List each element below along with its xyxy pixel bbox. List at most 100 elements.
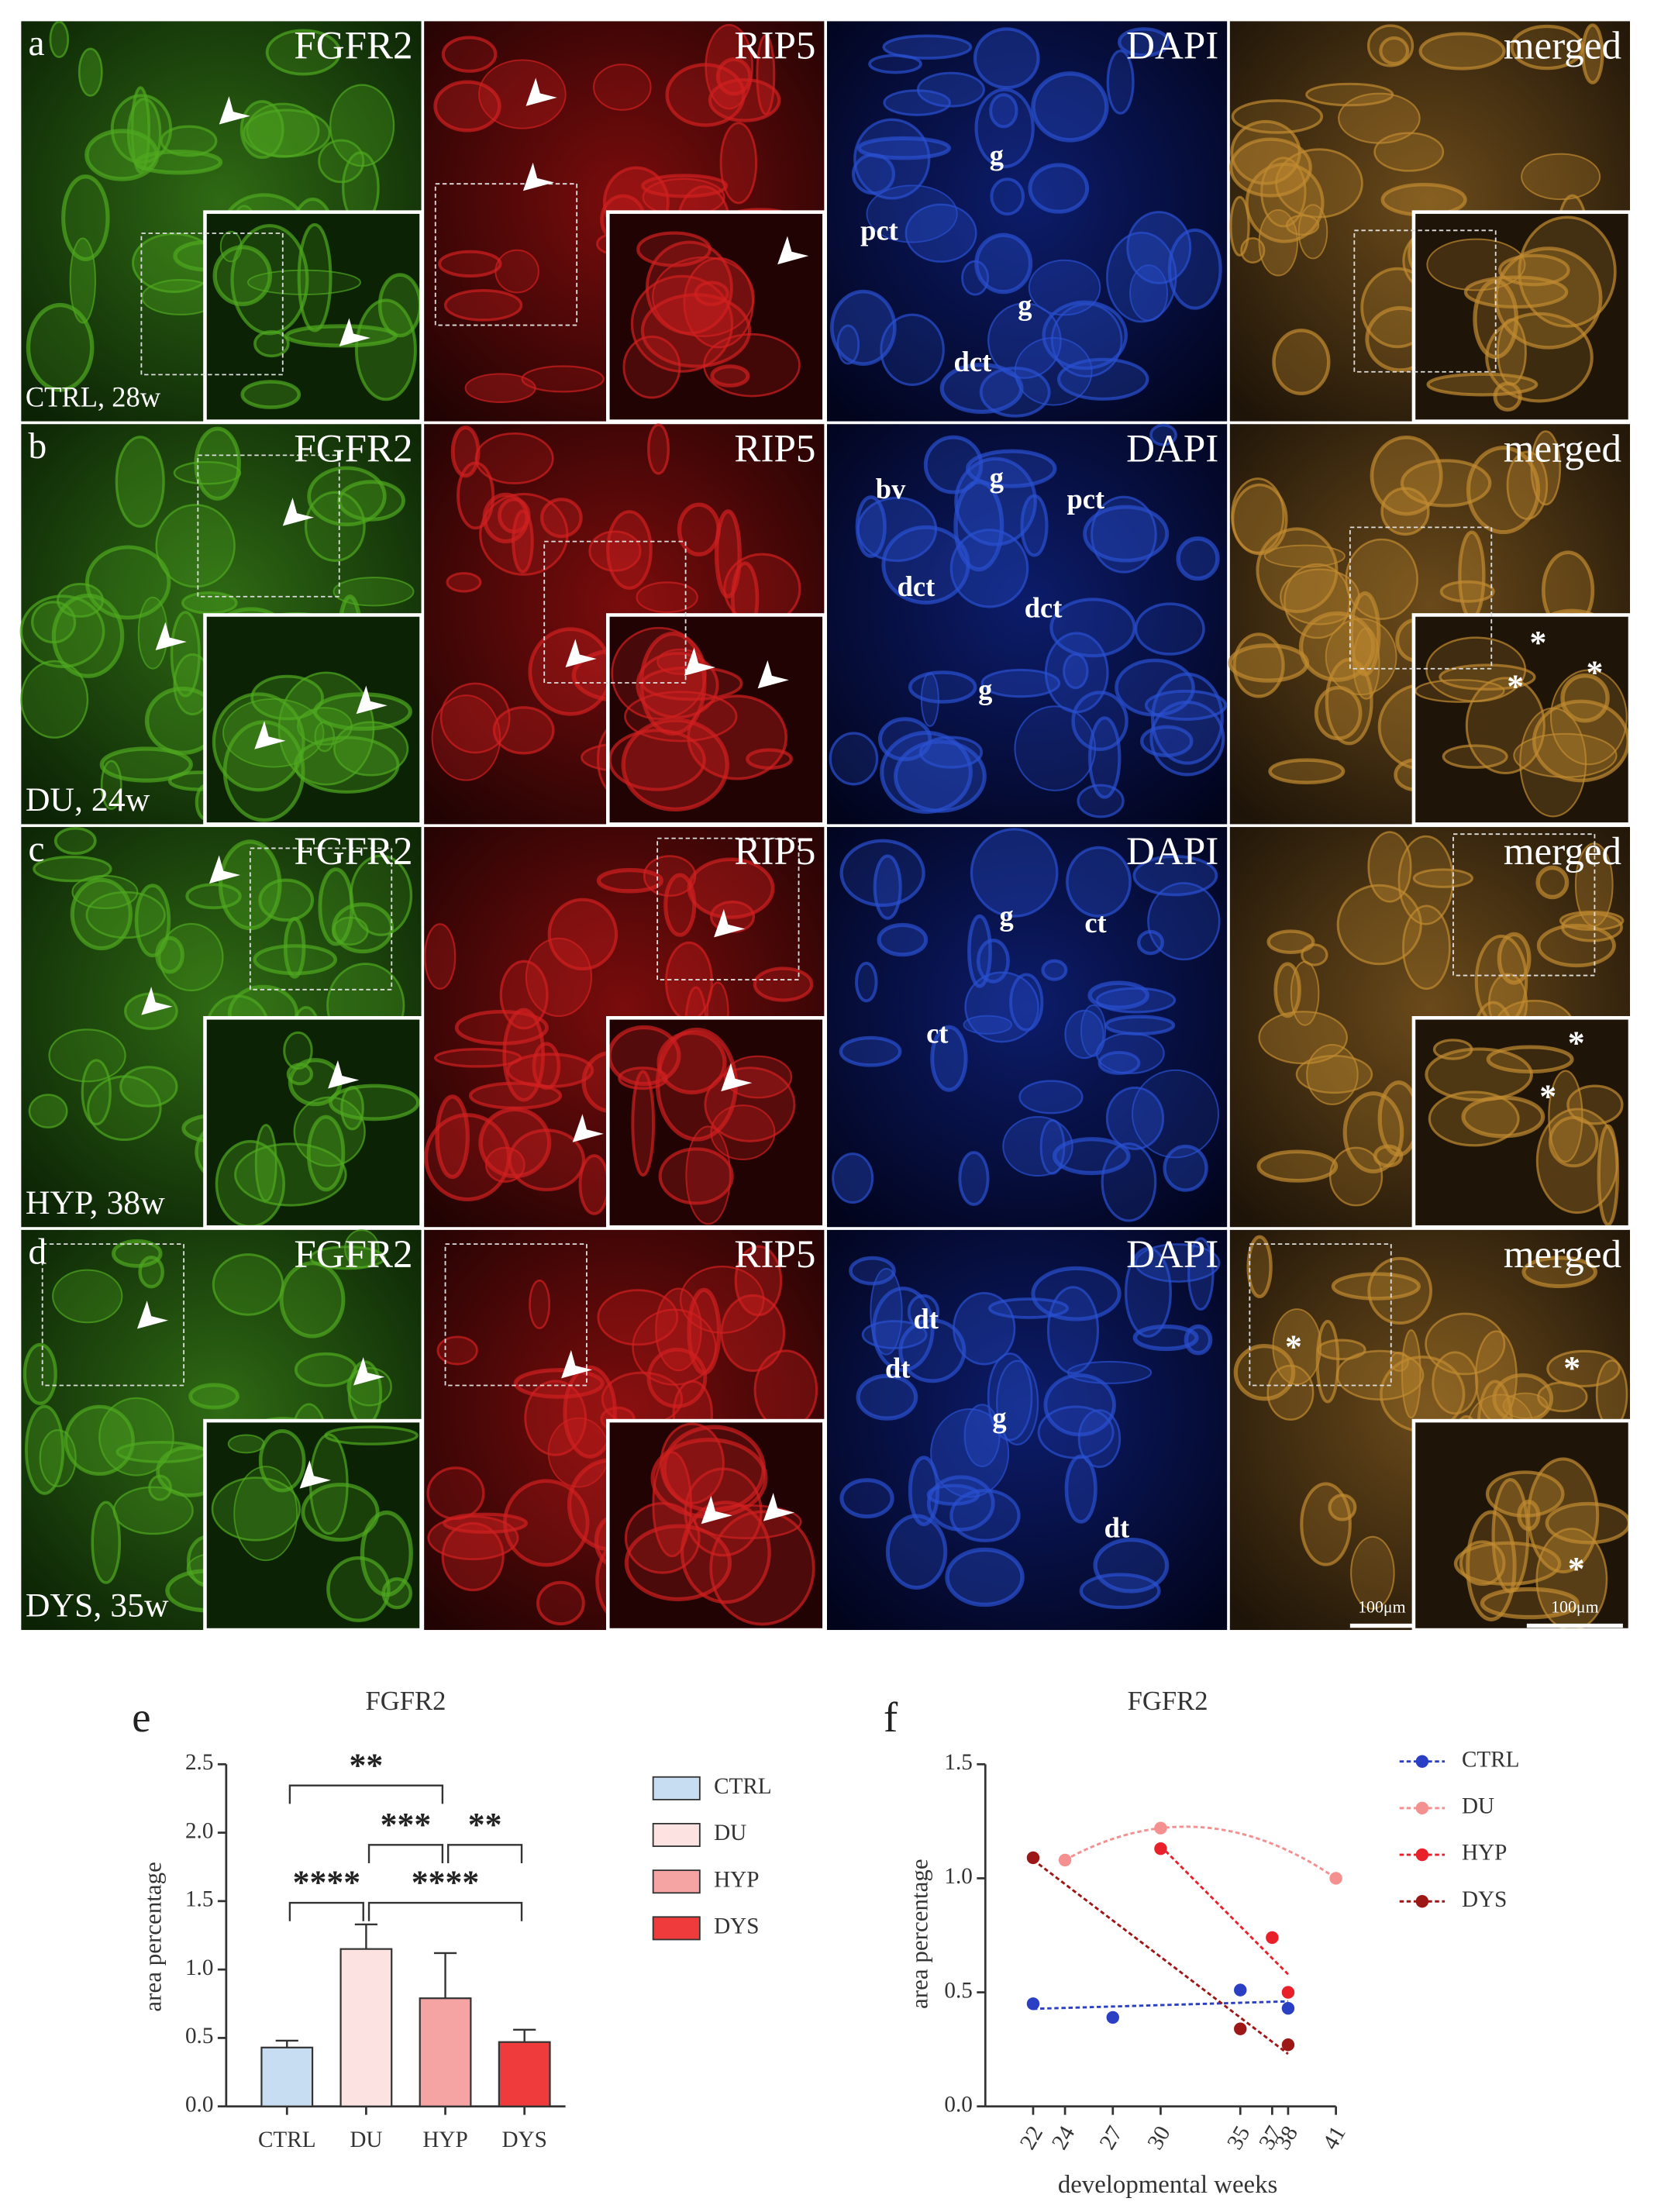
significance-label: ** xyxy=(468,1806,502,1843)
x-tick-label: 22 xyxy=(1015,2122,1048,2154)
micrograph-panel: RIP5 xyxy=(424,21,826,423)
tissue-structure xyxy=(457,461,495,530)
bar xyxy=(260,2046,314,2107)
tissue-structure xyxy=(646,1347,708,1409)
tissue-structure xyxy=(1300,1482,1352,1566)
inset xyxy=(205,1018,422,1228)
tissue-structure xyxy=(976,938,1010,984)
structure-label: dt xyxy=(1104,1513,1129,1544)
tissue-structure xyxy=(618,1066,668,1090)
tissue-structure xyxy=(464,373,536,403)
arrow xyxy=(757,660,789,689)
tissue-structure xyxy=(881,525,970,605)
tissue-structure xyxy=(39,1429,77,1487)
tissue-structure xyxy=(1031,71,1109,143)
tissue-structure xyxy=(1258,208,1298,277)
tissue-structure xyxy=(253,944,338,976)
significance-bracket xyxy=(288,1784,444,1804)
inset-border xyxy=(203,613,423,826)
structure-label: pct xyxy=(1066,484,1104,515)
tissue-structure xyxy=(855,495,887,558)
tissue-structure xyxy=(963,1015,1012,1035)
inset-region xyxy=(1249,1243,1392,1387)
tissue-structure xyxy=(870,1267,903,1356)
tissue-structure xyxy=(1106,50,1135,115)
legend-label: DYS xyxy=(1462,1887,1507,1912)
tissue-structure xyxy=(309,1246,386,1270)
structure-label: dct xyxy=(1025,592,1063,623)
tissue-structure xyxy=(1031,1266,1122,1321)
tissue-structure xyxy=(708,78,781,122)
legend-label: CTRL xyxy=(1462,1747,1520,1772)
tissue-structure xyxy=(474,432,554,484)
tissue-structure xyxy=(1104,1015,1176,1036)
tissue-structure xyxy=(326,1556,391,1623)
tissue-structure xyxy=(1149,423,1177,446)
arrow xyxy=(701,1495,732,1525)
inset-region xyxy=(444,1243,588,1387)
inset-border xyxy=(606,613,826,826)
y-tick-label: 2.5 xyxy=(185,1750,213,1775)
tissue-structure xyxy=(987,302,1062,379)
tissue-structure xyxy=(829,732,879,786)
arrow xyxy=(522,162,554,191)
arrow xyxy=(777,236,809,265)
tissue-structure xyxy=(111,1239,163,1268)
tissue-structure xyxy=(930,1408,1010,1498)
tissue-structure xyxy=(340,1086,364,1131)
tissue-structure xyxy=(433,80,501,133)
data-point xyxy=(1058,1853,1072,1867)
tissue-structure xyxy=(494,249,539,294)
tissue-structure xyxy=(304,491,366,563)
tissue-structure xyxy=(1066,846,1132,918)
tissue-structure xyxy=(622,335,681,399)
tissue-structure xyxy=(294,736,400,794)
micrograph-panel: DAPI xyxy=(827,827,1228,1228)
tissue-structure xyxy=(306,1115,346,1192)
tissue-structure xyxy=(56,583,105,618)
tissue-structure xyxy=(1461,1095,1545,1139)
tissue-structure xyxy=(78,47,103,97)
micrograph-panel: RIP5 xyxy=(424,1229,826,1632)
structure-label: ct xyxy=(926,1018,948,1049)
tissue-structure xyxy=(868,53,922,74)
tissue-structure xyxy=(536,1580,585,1626)
inset-border xyxy=(606,1015,826,1229)
tissue-structure xyxy=(218,839,282,931)
tissue-structure xyxy=(1129,264,1169,322)
tissue-structure xyxy=(115,1440,207,1463)
tissue-structure xyxy=(478,59,567,129)
tissue-structure xyxy=(964,971,1039,1043)
tissue-structure xyxy=(333,577,415,607)
inset-border xyxy=(606,210,826,423)
arrow xyxy=(561,1349,593,1379)
tissue-structure xyxy=(1367,831,1412,903)
tissue-structure xyxy=(159,922,224,992)
tissue-structure xyxy=(1566,1084,1624,1125)
tissue-structure xyxy=(949,529,1029,608)
tissue-structure xyxy=(332,902,395,954)
arrow xyxy=(254,721,286,749)
tissue-structure xyxy=(880,313,945,386)
tissue-structure xyxy=(354,298,417,401)
tissue-structure xyxy=(22,1342,57,1405)
tissue-structure xyxy=(1331,1272,1421,1301)
tissue-structure xyxy=(939,363,1024,414)
tissue-structure xyxy=(1380,487,1430,536)
tissue-structure xyxy=(882,34,973,60)
tissue-structure xyxy=(1144,689,1228,721)
tissue-structure xyxy=(1426,372,1539,397)
tissue-structure xyxy=(258,878,315,922)
tissue-structure xyxy=(69,237,96,324)
tissue-structure xyxy=(1037,1405,1115,1459)
tissue-structure xyxy=(134,884,171,958)
tissue-structure xyxy=(499,960,549,1030)
tissue-structure xyxy=(861,1320,928,1349)
tissue-structure xyxy=(52,1269,123,1324)
tissue-structure xyxy=(1002,1116,1073,1177)
bar xyxy=(419,1997,472,2107)
tissue-structure xyxy=(1079,1573,1161,1610)
arrow xyxy=(136,1301,169,1329)
y-tick-label: 0.5 xyxy=(185,2024,213,2048)
tissue-structure xyxy=(1345,538,1418,620)
